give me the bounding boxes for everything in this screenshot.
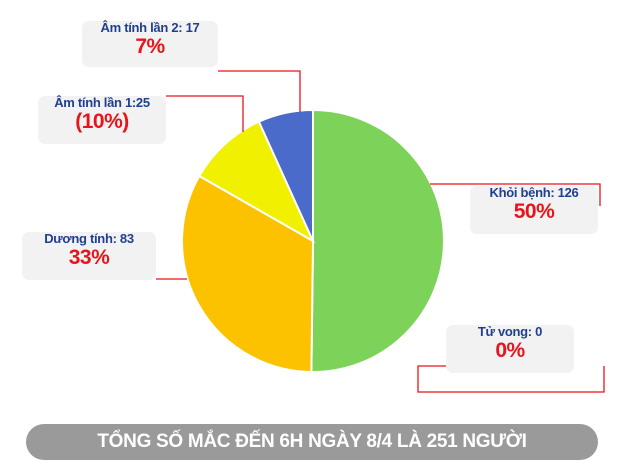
label-am-tinh-lan-1: Âm tính lần 1:25 — [54, 95, 150, 110]
label-am-tinh-lan-2: Âm tính lần 2: 17 — [100, 20, 200, 35]
percent-khoi-benh: 50% — [513, 200, 555, 224]
pie-slice-am2 — [257, 108, 314, 242]
callout-tu-vong: Tử vong: 0 0% — [446, 324, 574, 373]
label-tu-vong: Tử vong: 0 — [477, 324, 543, 339]
footer-banner: TỔNG SỐ MẮC ĐẾN 6H NGÀY 8/4 LÀ 251 NGƯỜI — [26, 424, 598, 460]
label-khoi-benh: Khỏi bệnh: 126 — [489, 185, 579, 200]
percent-am-tinh-lan-2: 7% — [135, 35, 165, 59]
label-duong-tinh: Dương tính: 83 — [44, 231, 134, 246]
callout-am-tinh-lan-2: Âm tính lần 2: 17 7% — [82, 20, 218, 67]
pie-slices — [181, 108, 445, 374]
leader-lines — [156, 70, 605, 393]
leader-am-tinh-lan-1 — [166, 95, 244, 132]
percent-tu-vong: 0% — [495, 339, 525, 363]
percent-am-tinh-lan-1: (10%) — [75, 110, 129, 134]
leader-khoi-benh — [430, 183, 601, 206]
leader-am-tinh-lan-2 — [218, 70, 301, 112]
pie-slice-am1 — [197, 120, 316, 244]
percent-duong-tinh: 33% — [68, 246, 110, 270]
pie-slice-duong — [181, 174, 315, 374]
pie-slice-khoi — [310, 108, 445, 373]
callout-duong-tinh: Dương tính: 83 33% — [22, 231, 156, 280]
callout-am-tinh-lan-1: Âm tính lần 1:25 (10%) — [38, 95, 166, 144]
callout-khoi-benh: Khỏi bệnh: 126 50% — [470, 185, 598, 234]
leader-tu-vong — [417, 365, 605, 393]
